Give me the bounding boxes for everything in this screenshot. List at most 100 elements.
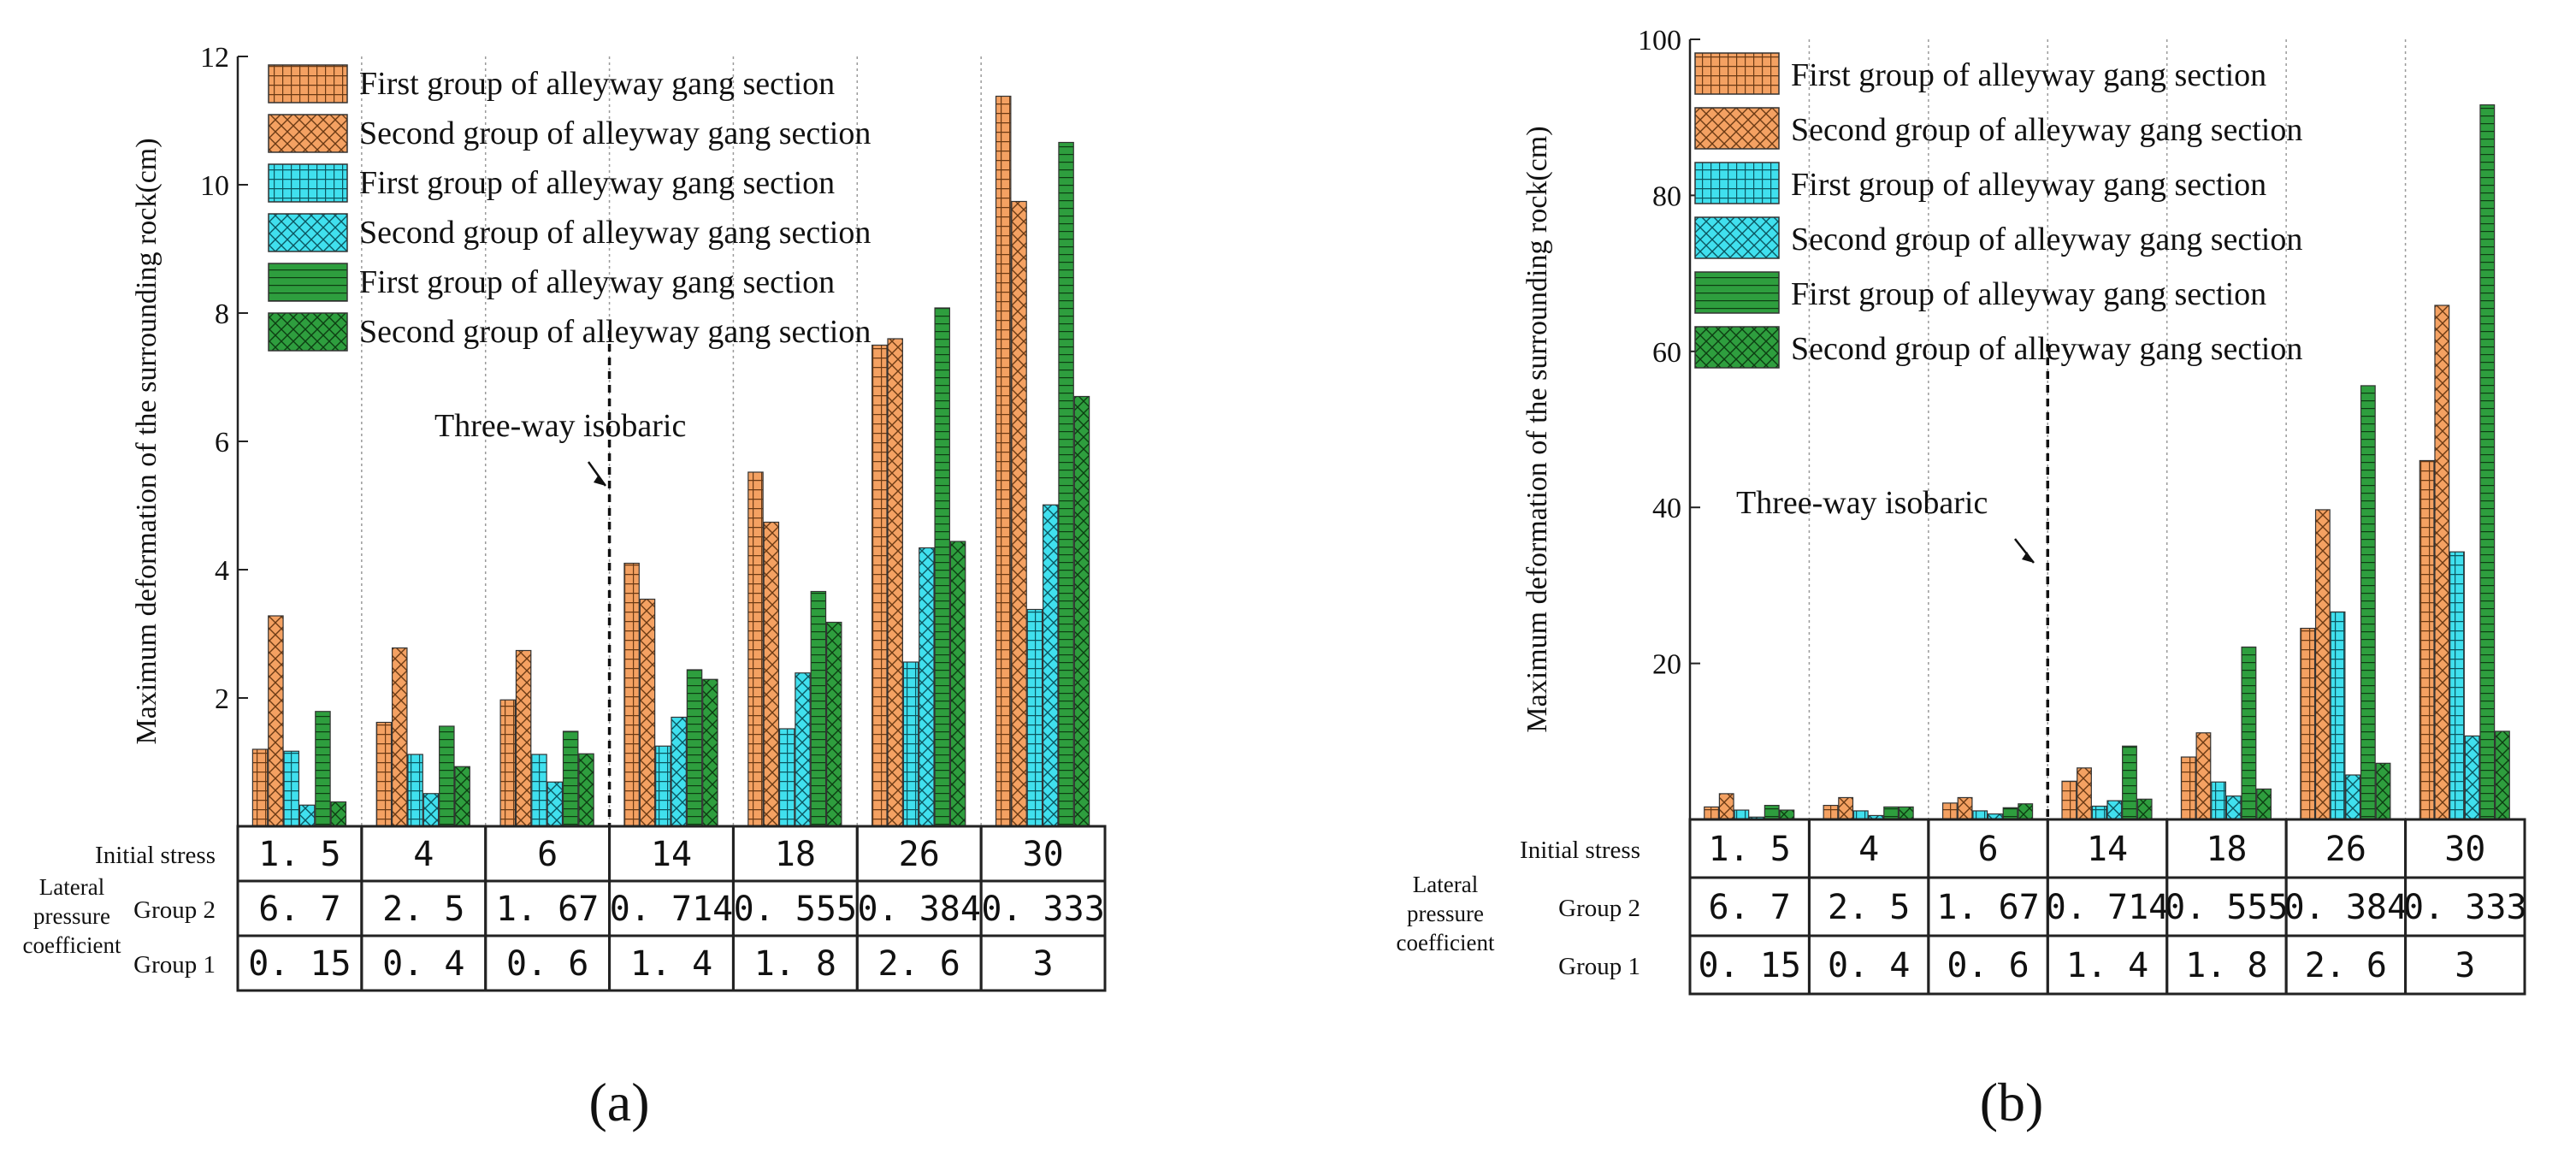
annotation-label: Three-way isobaric [1736,485,1988,521]
table-cell-group-1: 1. 8 [2185,946,2267,985]
bar-s6-c4 [2136,798,2153,820]
bar-s4-c7 [2464,735,2480,820]
panel-label: (a) [588,1072,649,1132]
bar-s5-c2 [1883,806,1900,820]
chart-panel-a: 2 4 6 8 10 12 Maximum deformation of the surro… [23,42,1107,1132]
table-cell-initial-stress: 26 [2325,830,2366,869]
legend-entry: First group of alleyway gang section [1791,57,2266,93]
bar-s6-c1 [1779,809,1795,820]
bar-s3-c7 [2449,551,2465,820]
arrow-head [2022,552,2034,563]
table-cell-group-2: 0. 384 [2284,888,2408,927]
bar-s3-c5 [778,728,795,827]
table-cell-group-1: 0. 6 [1947,946,2029,985]
bar-s2-c6 [887,338,903,827]
legend-entry: First group of alleyway gang section [1791,167,2266,203]
row-label-initial-stress: Initial stress [1520,837,1640,864]
table-cell-group-2: 0. 714 [2046,888,2170,927]
bar-s3-c4 [655,745,671,827]
bar-s1-c2 [1823,804,1839,820]
y-tick-label: 80 [1652,180,1681,212]
table-cell-initial-stress: 1. 5 [258,835,340,874]
table-cell-group-2: 0. 384 [857,890,981,929]
table-cell-group-2: 6. 7 [258,890,340,929]
bar-s5-c7 [2479,104,2496,820]
legend-entry: First group of alleyway gang section [359,264,835,300]
bar-s3-c1 [1734,809,1750,820]
table-cell-group-1: 1. 4 [630,944,712,984]
bar-s1-c7 [995,95,1012,827]
table-cell-group-2: 2. 5 [1828,888,1910,927]
legend-swatch [268,312,348,352]
bar-s1-c6 [2300,627,2316,820]
table-cell-group-2: 0. 333 [981,890,1105,929]
chart-panel-b: 20 40 60 80 100 Maximum deformation of the su… [1397,25,2527,1132]
legend-swatch [1694,326,1780,369]
bar-s2-c4 [639,598,656,827]
table-cell-initial-stress: 14 [2087,830,2128,869]
bar-s5-c7 [1058,141,1074,827]
table-cell-group-1: 3 [1033,944,1054,984]
panel-label: (b) [1980,1072,2044,1132]
bar-s6-c5 [2256,788,2272,820]
bar-s5-c2 [439,725,455,827]
bar-s5-c4 [2122,745,2137,820]
y-tick-label: 60 [1652,337,1681,369]
table-cell-group-1: 2. 6 [2305,946,2387,985]
table-cell-initial-stress: 18 [775,835,816,874]
table-cell-group-1: 2. 6 [878,944,960,984]
bar-s6-c2 [454,766,470,827]
legend-entry: Second group of alleyway gang section [1791,112,2302,148]
bar-s4-c5 [2225,795,2242,820]
bar-s4-c1 [298,804,316,827]
bar-s6-c6 [2375,762,2391,820]
row-label-lateral-1: Lateral [1413,872,1478,897]
bar-s2-c2 [391,647,408,827]
table-cell-group-1: 0. 15 [248,944,351,984]
table-cell-initial-stress: 18 [2206,830,2247,869]
y-tick-label: 100 [1638,25,1681,56]
legend-swatch [1694,271,1780,314]
bar-s1-c1 [1704,806,1719,820]
legend-swatch [1694,162,1780,204]
legend-swatch [268,263,348,302]
table-cell-initial-stress: 4 [413,835,434,874]
bar-s1-c7 [2419,459,2435,820]
bar-s3-c3 [531,754,547,827]
bar-s4-c5 [795,672,811,827]
bar-s1-c5 [747,471,764,827]
table-cell-initial-stress: 14 [651,835,692,874]
legend-entry: Second group of alleyway gang section [359,314,871,350]
legend-entry: Second group of alleyway gang section [1791,222,2302,257]
bar-s5-c3 [2002,807,2018,820]
legend-entry: Second group of alleyway gang section [359,115,871,151]
bar-s5-c1 [1764,804,1780,820]
bar-s6-c3 [578,753,594,827]
table-cell-group-2: 1. 67 [1936,888,2039,927]
table-cell-group-1: 1. 4 [2066,946,2148,985]
bar-s3-c2 [407,754,423,827]
table-cell-group-1: 0. 15 [1699,946,1801,985]
bar-s3-c6 [902,661,919,827]
bar-s3-c2 [1852,810,1869,820]
bar-s3-c4 [2091,805,2107,820]
table-cell-group-1: 0. 4 [382,944,464,984]
table-cell-initial-stress: 4 [1858,830,1879,869]
row-label-lateral-2: pressure [1407,901,1484,926]
bar-s4-c2 [422,793,440,827]
table-cell-border [979,934,1107,992]
bar-s2-c4 [2077,767,2092,820]
table-cell-group-2: 0. 555 [2165,888,2289,927]
legend-entry: First group of alleyway gang section [359,165,835,201]
legend-entry: First group of alleyway gang section [359,66,835,102]
y-tick-label: 2 [215,683,229,715]
legend-swatch [1694,52,1780,95]
table-cell-initial-stress: 30 [1022,835,1063,874]
annotation-label: Three-way isobaric [434,408,686,444]
bar-s5-c5 [810,590,827,827]
bar-s1-c3 [1941,802,1958,820]
table-cell-initial-stress: 30 [2444,830,2485,869]
legend-swatch [268,64,348,103]
y-tick-label: 20 [1652,649,1681,681]
